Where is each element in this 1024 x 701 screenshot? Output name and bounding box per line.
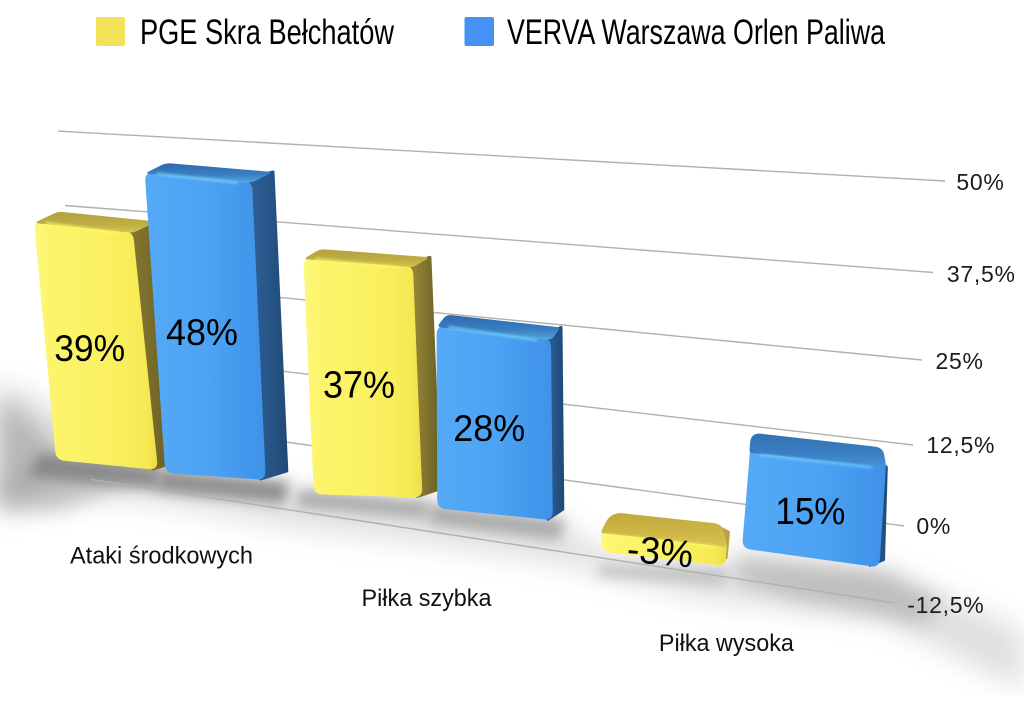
- svg-text:25%: 25%: [936, 348, 984, 374]
- svg-text:12,5%: 12,5%: [926, 432, 995, 458]
- svg-text:VERVA Warszawa Orlen Paliwa: VERVA Warszawa Orlen Paliwa: [507, 13, 885, 52]
- svg-text:Ataki środkowych: Ataki środkowych: [70, 543, 253, 570]
- svg-text:15%: 15%: [775, 491, 845, 533]
- svg-text:Piłka wysoka: Piłka wysoka: [659, 630, 794, 657]
- svg-text:-3%: -3%: [625, 529, 695, 577]
- svg-text:37%: 37%: [323, 365, 395, 407]
- svg-text:37,5%: 37,5%: [947, 261, 1016, 287]
- svg-text:Piłka szybka: Piłka szybka: [362, 585, 492, 612]
- svg-text:PGE Skra Bełchatów: PGE Skra Bełchatów: [140, 13, 395, 52]
- svg-text:-12,5%: -12,5%: [907, 592, 984, 618]
- svg-text:48%: 48%: [166, 312, 238, 353]
- svg-text:39%: 39%: [54, 327, 125, 369]
- svg-text:28%: 28%: [453, 408, 525, 449]
- svg-text:0%: 0%: [916, 513, 951, 539]
- svg-text:50%: 50%: [956, 169, 1004, 195]
